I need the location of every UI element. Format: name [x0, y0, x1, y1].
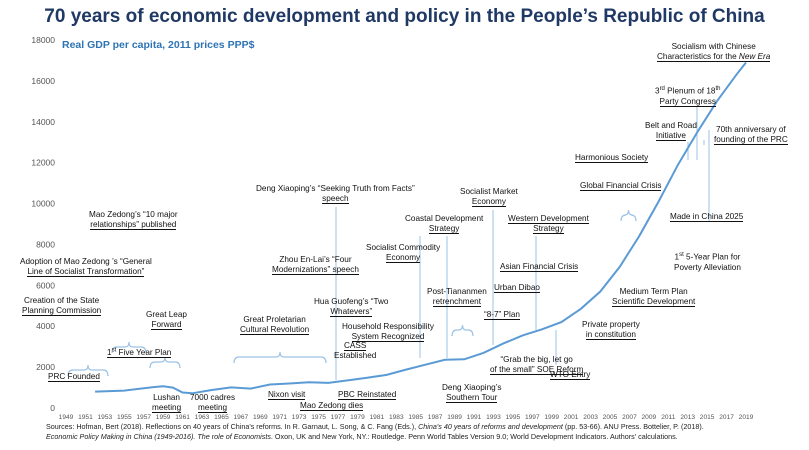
annotation-private-property: Private property in constitution [582, 320, 640, 340]
x-tick-label: 1963 [195, 414, 210, 421]
period-bracket [149, 356, 181, 369]
annotation-eight-seven-plan: “8-7” Plan [484, 310, 520, 320]
annotation-socialist-commodity: Socialist Commodity Economy [366, 243, 441, 263]
annotation-cultural-revolution: Great Proletarian Cultural Revolution [240, 315, 310, 335]
annotation-70th-anniversary: 70th anniversary of founding of the PRC [714, 125, 788, 145]
annotation-pbc-reinstated: PBC Reinstated [338, 390, 397, 400]
annotation-mao-dies: Mao Zedong dies [300, 401, 364, 411]
annotation-wto-entry: WTO Entry [550, 370, 591, 380]
y-axis-ticks: 0 2000 4000 6000 8000 10000 12000 14000 16000 180… [31, 35, 55, 413]
x-tick-label: 1987 [428, 414, 443, 421]
x-tick-label: 1993 [486, 414, 501, 421]
x-tick-label: 1979 [350, 414, 365, 421]
annotation-seeking-truth: Deng Xiaoping’s “Seeking Truth from Fact… [256, 184, 415, 204]
x-tick-label: 1985 [408, 414, 423, 421]
x-tick-label: 2013 [680, 414, 695, 421]
x-tick-label: 2005 [603, 414, 618, 421]
x-axis-ticks: 1949 1951 1953 1955 1957 1959 1961 1963 1965 1967… [59, 414, 754, 421]
annotation-creation-state-planning: Creation of the State Planning Commissio… [22, 296, 102, 316]
annotation-urban-dibao: Urban Dibao [494, 283, 540, 293]
x-tick-label: 1981 [370, 414, 385, 421]
period-bracket [620, 209, 637, 222]
annotation-grab-the-big: “Grab the big, let go of the small” SOE … [490, 355, 584, 375]
annotation-coastal-development: Coastal Development Strategy [405, 214, 484, 234]
x-tick-label: 1967 [234, 414, 249, 421]
annotation-asian-financial-crisis: Asian Financial Crisis [500, 262, 579, 272]
x-tick-label: 1971 [272, 414, 287, 421]
period-bracket [233, 351, 327, 364]
x-tick-label: 1991 [467, 414, 482, 421]
annotation-post-tiananmen: Post-Tiananmen retrenchment [427, 287, 487, 307]
x-tick-label: 1989 [447, 414, 462, 421]
x-tick-label: 1965 [214, 414, 229, 421]
x-tick-label: 1955 [117, 414, 132, 421]
annotation-great-leap-forward: Great Leap Forward [146, 310, 187, 330]
x-tick-label: 1953 [98, 414, 113, 421]
y-tick-label: 14000 [31, 117, 55, 127]
y-tick-label: 6000 [36, 280, 55, 290]
annotation-southern-tour: Deng Xiaoping’s Southern Tour [442, 383, 502, 403]
gdp-series-line [95, 61, 747, 395]
annotation-global-financial-crisis: Global Financial Crisis [580, 181, 662, 191]
x-tick-label: 1951 [78, 414, 93, 421]
annotation-made-in-china: Made in China 2025 [670, 212, 744, 222]
x-tick-label: 1983 [389, 414, 404, 421]
annotation-two-whatevers: Hua Guofeng’s “Two Whatevers” [314, 297, 389, 317]
sources-note: Sources: Hofman, Bert (2018). Reflection… [46, 422, 704, 441]
x-tick-label: 2007 [622, 414, 637, 421]
annotation-7000-cadres: 7000 cadres meeting [190, 393, 236, 413]
y-tick-label: 0 [50, 403, 55, 413]
annotation-prc-founded: PRC Founded [48, 372, 100, 382]
y-tick-label: 8000 [36, 239, 55, 249]
y-tick-label: 4000 [36, 321, 55, 331]
annotation-socialist-market: Socialist Market Economy [460, 187, 518, 207]
period-bracket [451, 324, 474, 337]
chart-subtitle: Real GDP per capita, 2011 prices PPP$ [62, 39, 255, 51]
x-tick-label: 2009 [642, 414, 657, 421]
annotation-poverty-alleviation: 1st 5-Year Plan for Poverty Alleviation [674, 252, 741, 272]
annotation-harmonious-society: Harmonious Society [575, 153, 649, 163]
x-tick-label: 1949 [59, 414, 74, 421]
period-bracket [67, 364, 109, 377]
annotation-lushan-meeting: Lushan meeting [152, 393, 182, 413]
x-tick-label: 1961 [175, 414, 190, 421]
annotation-household-responsibility: Household Responsibility System Recogniz… [342, 322, 434, 342]
annotation-third-plenum: 3rd Plenum of 18th Party Congress [655, 86, 721, 107]
annotation-medium-term-plan: Medium Term Plan Scientific Development [612, 287, 696, 307]
x-tick-label: 2001 [564, 414, 579, 421]
annotation-brackets [67, 106, 710, 380]
annotation-western-development: Western Development Strategy [508, 214, 589, 234]
x-tick-label: 1999 [544, 414, 559, 421]
annotation-cass-established: CASS Established [334, 341, 377, 360]
x-tick-label: 2015 [700, 414, 715, 421]
y-tick-label: 10000 [31, 199, 55, 209]
y-tick-label: 2000 [36, 362, 55, 372]
chart-title: 70 years of economic development and pol… [44, 6, 765, 27]
x-tick-label: 1997 [525, 414, 540, 421]
y-tick-label: 16000 [31, 76, 55, 86]
x-tick-label: 2011 [661, 414, 676, 421]
x-tick-label: 2003 [583, 414, 598, 421]
annotation-first-five-year-plan: 1st Five Year Plan [107, 347, 172, 358]
annotation-nixon-visit: Nixon visit [268, 390, 306, 400]
x-tick-label: 1995 [506, 414, 521, 421]
annotation-ten-relationships: Mao Zedong’s “10 major relationships” pu… [89, 210, 178, 230]
annotation-belt-and-road: Belt and Road Initiative [645, 121, 697, 141]
x-tick-label: 1975 [311, 414, 326, 421]
x-tick-label: 1977 [331, 414, 346, 421]
annotation-socialist-transformation: Adoption of Mao Zedong ’s “General Line … [20, 257, 152, 277]
period-bracket [111, 341, 147, 354]
x-tick-label: 1957 [136, 414, 151, 421]
x-tick-label: 1969 [253, 414, 268, 421]
annotation-four-modernizations: Zhou En-Lai’s “Four Modernizations” spee… [272, 255, 359, 275]
x-tick-label: 1959 [156, 414, 171, 421]
x-tick-label: 2017 [719, 414, 734, 421]
x-tick-label: 2019 [739, 414, 754, 421]
x-tick-label: 1973 [292, 414, 307, 421]
annotation-socialism-new-era: Socialism with Chinese Characteristics f… [657, 42, 771, 62]
y-tick-label: 18000 [31, 35, 55, 45]
y-tick-label: 12000 [31, 158, 55, 168]
